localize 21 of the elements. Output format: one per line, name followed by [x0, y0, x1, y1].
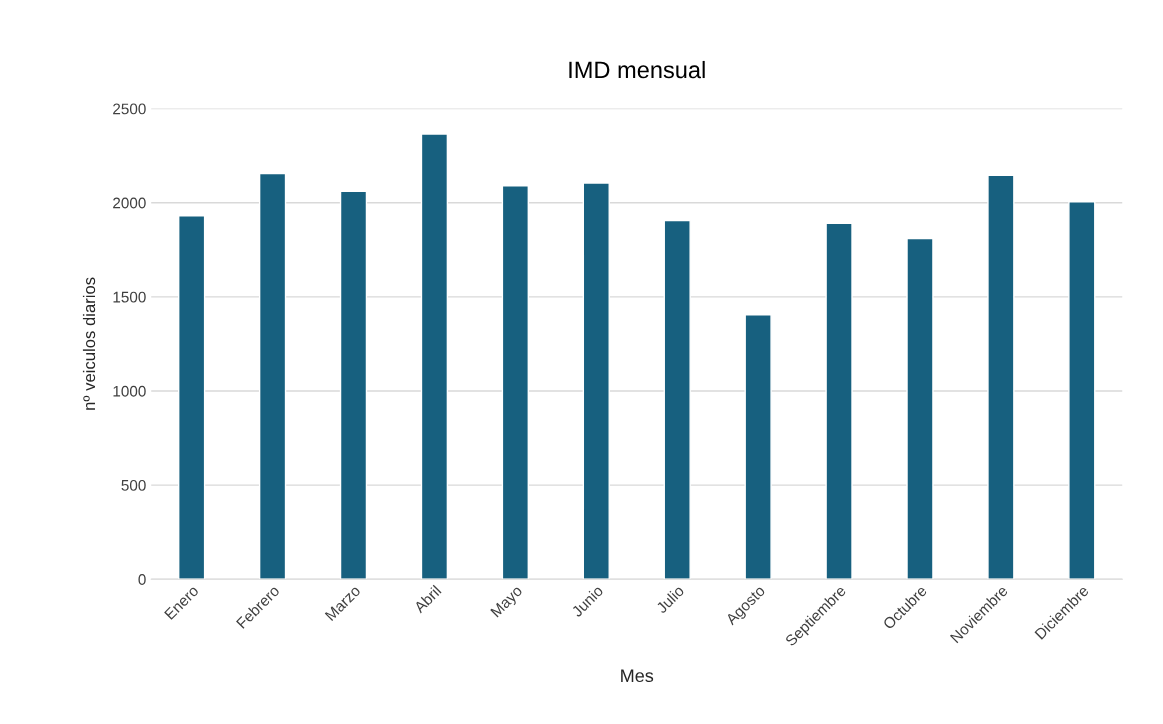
x-axis-title: Mes: [621, 669, 654, 683]
bar: [339, 190, 368, 580]
bar: [906, 237, 934, 580]
y-tick-label: 500: [121, 479, 146, 491]
bar: [987, 174, 1015, 580]
bar: [1068, 201, 1096, 580]
bar: [178, 215, 206, 580]
y-tick-label: 2500: [113, 103, 146, 115]
bar: [501, 185, 529, 580]
y-tick-label: 1500: [113, 291, 146, 303]
bar: [663, 219, 691, 580]
bar: [744, 314, 772, 580]
bar: [825, 222, 853, 580]
y-tick-label: 2000: [113, 197, 146, 209]
bar: [582, 182, 610, 580]
y-tick-label: 1000: [113, 385, 146, 397]
bar: [420, 133, 449, 580]
y-tick-label: 0: [138, 574, 146, 585]
bar: [258, 172, 287, 580]
y-axis-title: nº veiculos diarios: [82, 277, 96, 410]
chart-title: IMD mensual: [569, 60, 705, 79]
